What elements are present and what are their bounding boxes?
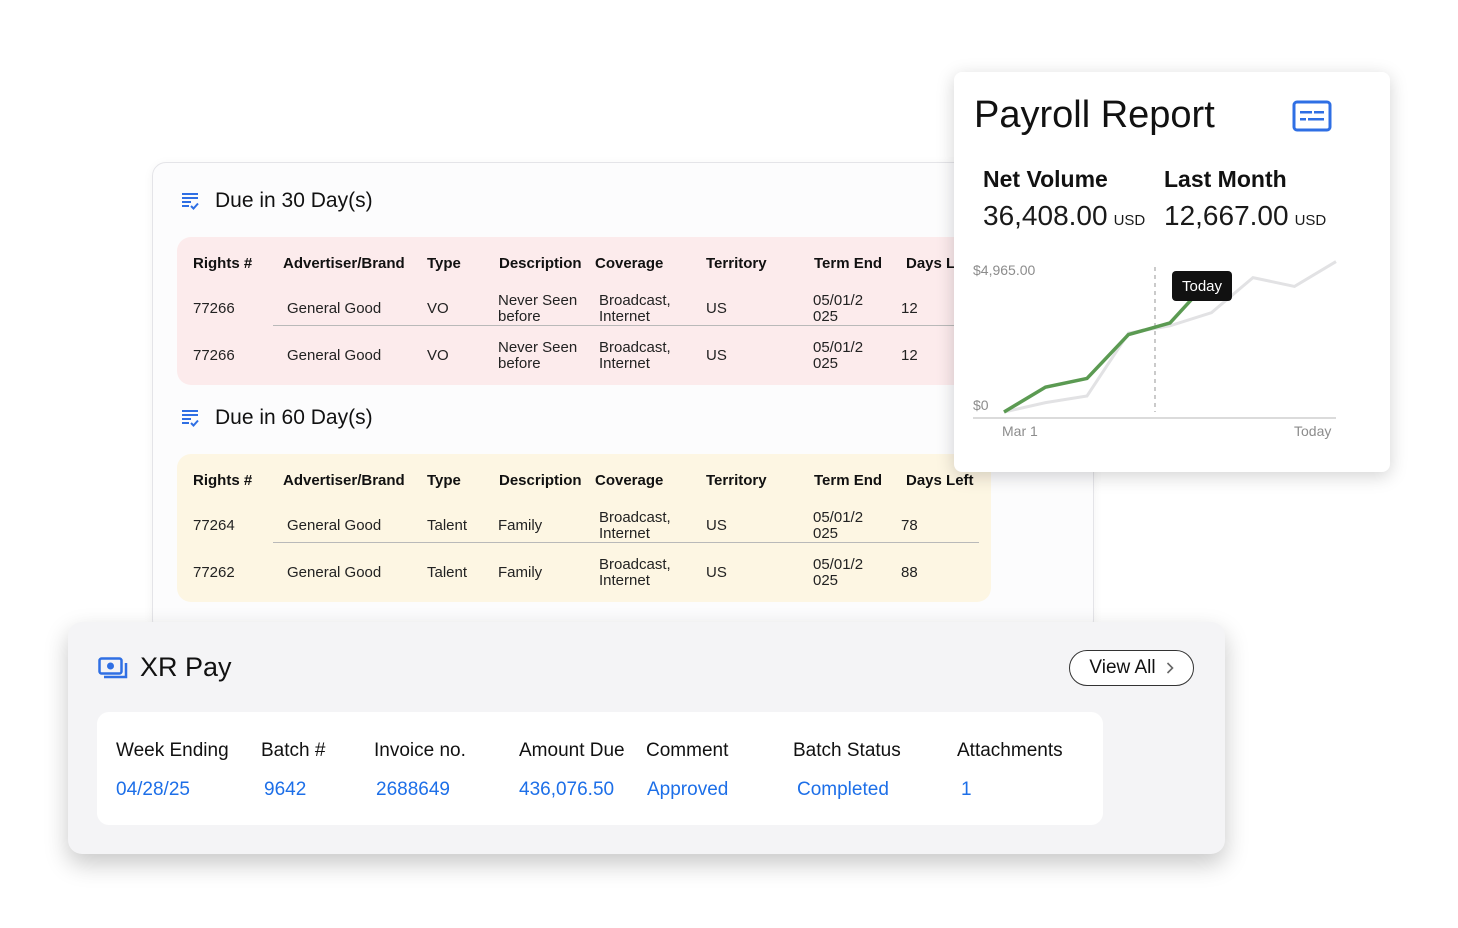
col-type: Type [427,255,461,272]
col-description: Description [499,255,582,272]
report-card-icon[interactable] [1292,100,1332,132]
col-territory: Territory [706,472,767,489]
col-comment: Comment [646,740,729,761]
col-term-end: Term End [814,255,883,272]
y-tick-max: $4,965.00 [973,262,1035,278]
xr-pay-card: XR Pay View All Week Ending Batch # Invo… [68,622,1225,854]
col-batch: Batch # [261,740,326,761]
xr-pay-title: XR Pay [98,652,232,683]
table-row[interactable]: 77266 General Good VO Never Seen before … [193,292,918,325]
batch-link[interactable]: 9642 [264,779,307,800]
col-description: Description [499,472,582,489]
due-30-title: Due in 30 Day(s) [181,189,373,213]
col-attachments: Attachments [957,740,1063,761]
today-tooltip: Today [1172,271,1232,301]
row-divider [273,542,979,543]
net-volume-value: 36,408.00 USD [983,200,1146,231]
rights-due-card: Due in 30 Day(s) Rights # Advertiser/Bra… [152,162,1094,634]
view-all-button[interactable]: View All [1069,650,1194,686]
col-rights: Rights # [193,472,253,489]
money-icon [98,656,128,678]
payroll-report-card: Payroll Report Net Volume 36,408.00 USD L… [954,72,1390,472]
col-rights: Rights # [193,255,253,272]
col-term-end: Term End [814,472,883,489]
comment-link[interactable]: Approved [647,779,729,800]
col-amount-due: Amount Due [519,740,625,761]
series-current-line [1003,276,1213,414]
col-type: Type [427,472,461,489]
checklist-icon [182,193,199,210]
amount-due-link[interactable]: 436,076.50 [519,779,615,800]
row-divider [273,325,979,326]
checklist-icon [182,410,199,427]
series-previous-line [1003,260,1337,414]
col-coverage: Coverage [595,472,664,489]
col-batch-status: Batch Status [793,740,901,761]
chevron-right-icon [1166,662,1174,674]
invoice-link[interactable]: 2688649 [376,779,450,800]
table-row[interactable]: 77266 General Good VO Never Seen before … [193,339,918,372]
due-30-table: Rights # Advertiser/Brand Type Descripti… [177,237,991,385]
col-invoice: Invoice no. [374,740,466,761]
attachments-link[interactable]: 1 [961,779,972,800]
due-60-table: Rights # Advertiser/Brand Type Descripti… [177,454,991,602]
col-coverage: Coverage [595,255,664,272]
payroll-line-chart: $4,965.00 $0 Mar 1 Today Today [973,260,1337,439]
payroll-title: Payroll Report [974,94,1215,136]
col-advertiser: Advertiser/Brand [283,472,405,489]
last-month-label: Last Month [1164,166,1287,192]
x-tick-start: Mar 1 [1002,423,1038,439]
last-month-value: 12,667.00 USD [1164,200,1327,231]
col-days-left: Days Left [906,472,974,489]
svg-text:Today: Today [1182,278,1223,295]
table-row[interactable]: 77262 General Good Talent Family Broadca… [193,556,918,589]
col-week-ending: Week Ending [116,740,229,761]
due-60-title: Due in 60 Day(s) [181,406,373,430]
table-row[interactable]: 77264 General Good Talent Family Broadca… [193,509,918,542]
net-volume-label: Net Volume [983,166,1108,192]
col-territory: Territory [706,255,767,272]
col-advertiser: Advertiser/Brand [283,255,405,272]
y-tick-zero: $0 [973,397,989,413]
xr-pay-table: Week Ending Batch # Invoice no. Amount D… [97,712,1103,825]
x-tick-end: Today [1294,423,1331,439]
batch-status-link[interactable]: Completed [797,779,889,800]
week-ending-link[interactable]: 04/28/25 [116,779,190,800]
